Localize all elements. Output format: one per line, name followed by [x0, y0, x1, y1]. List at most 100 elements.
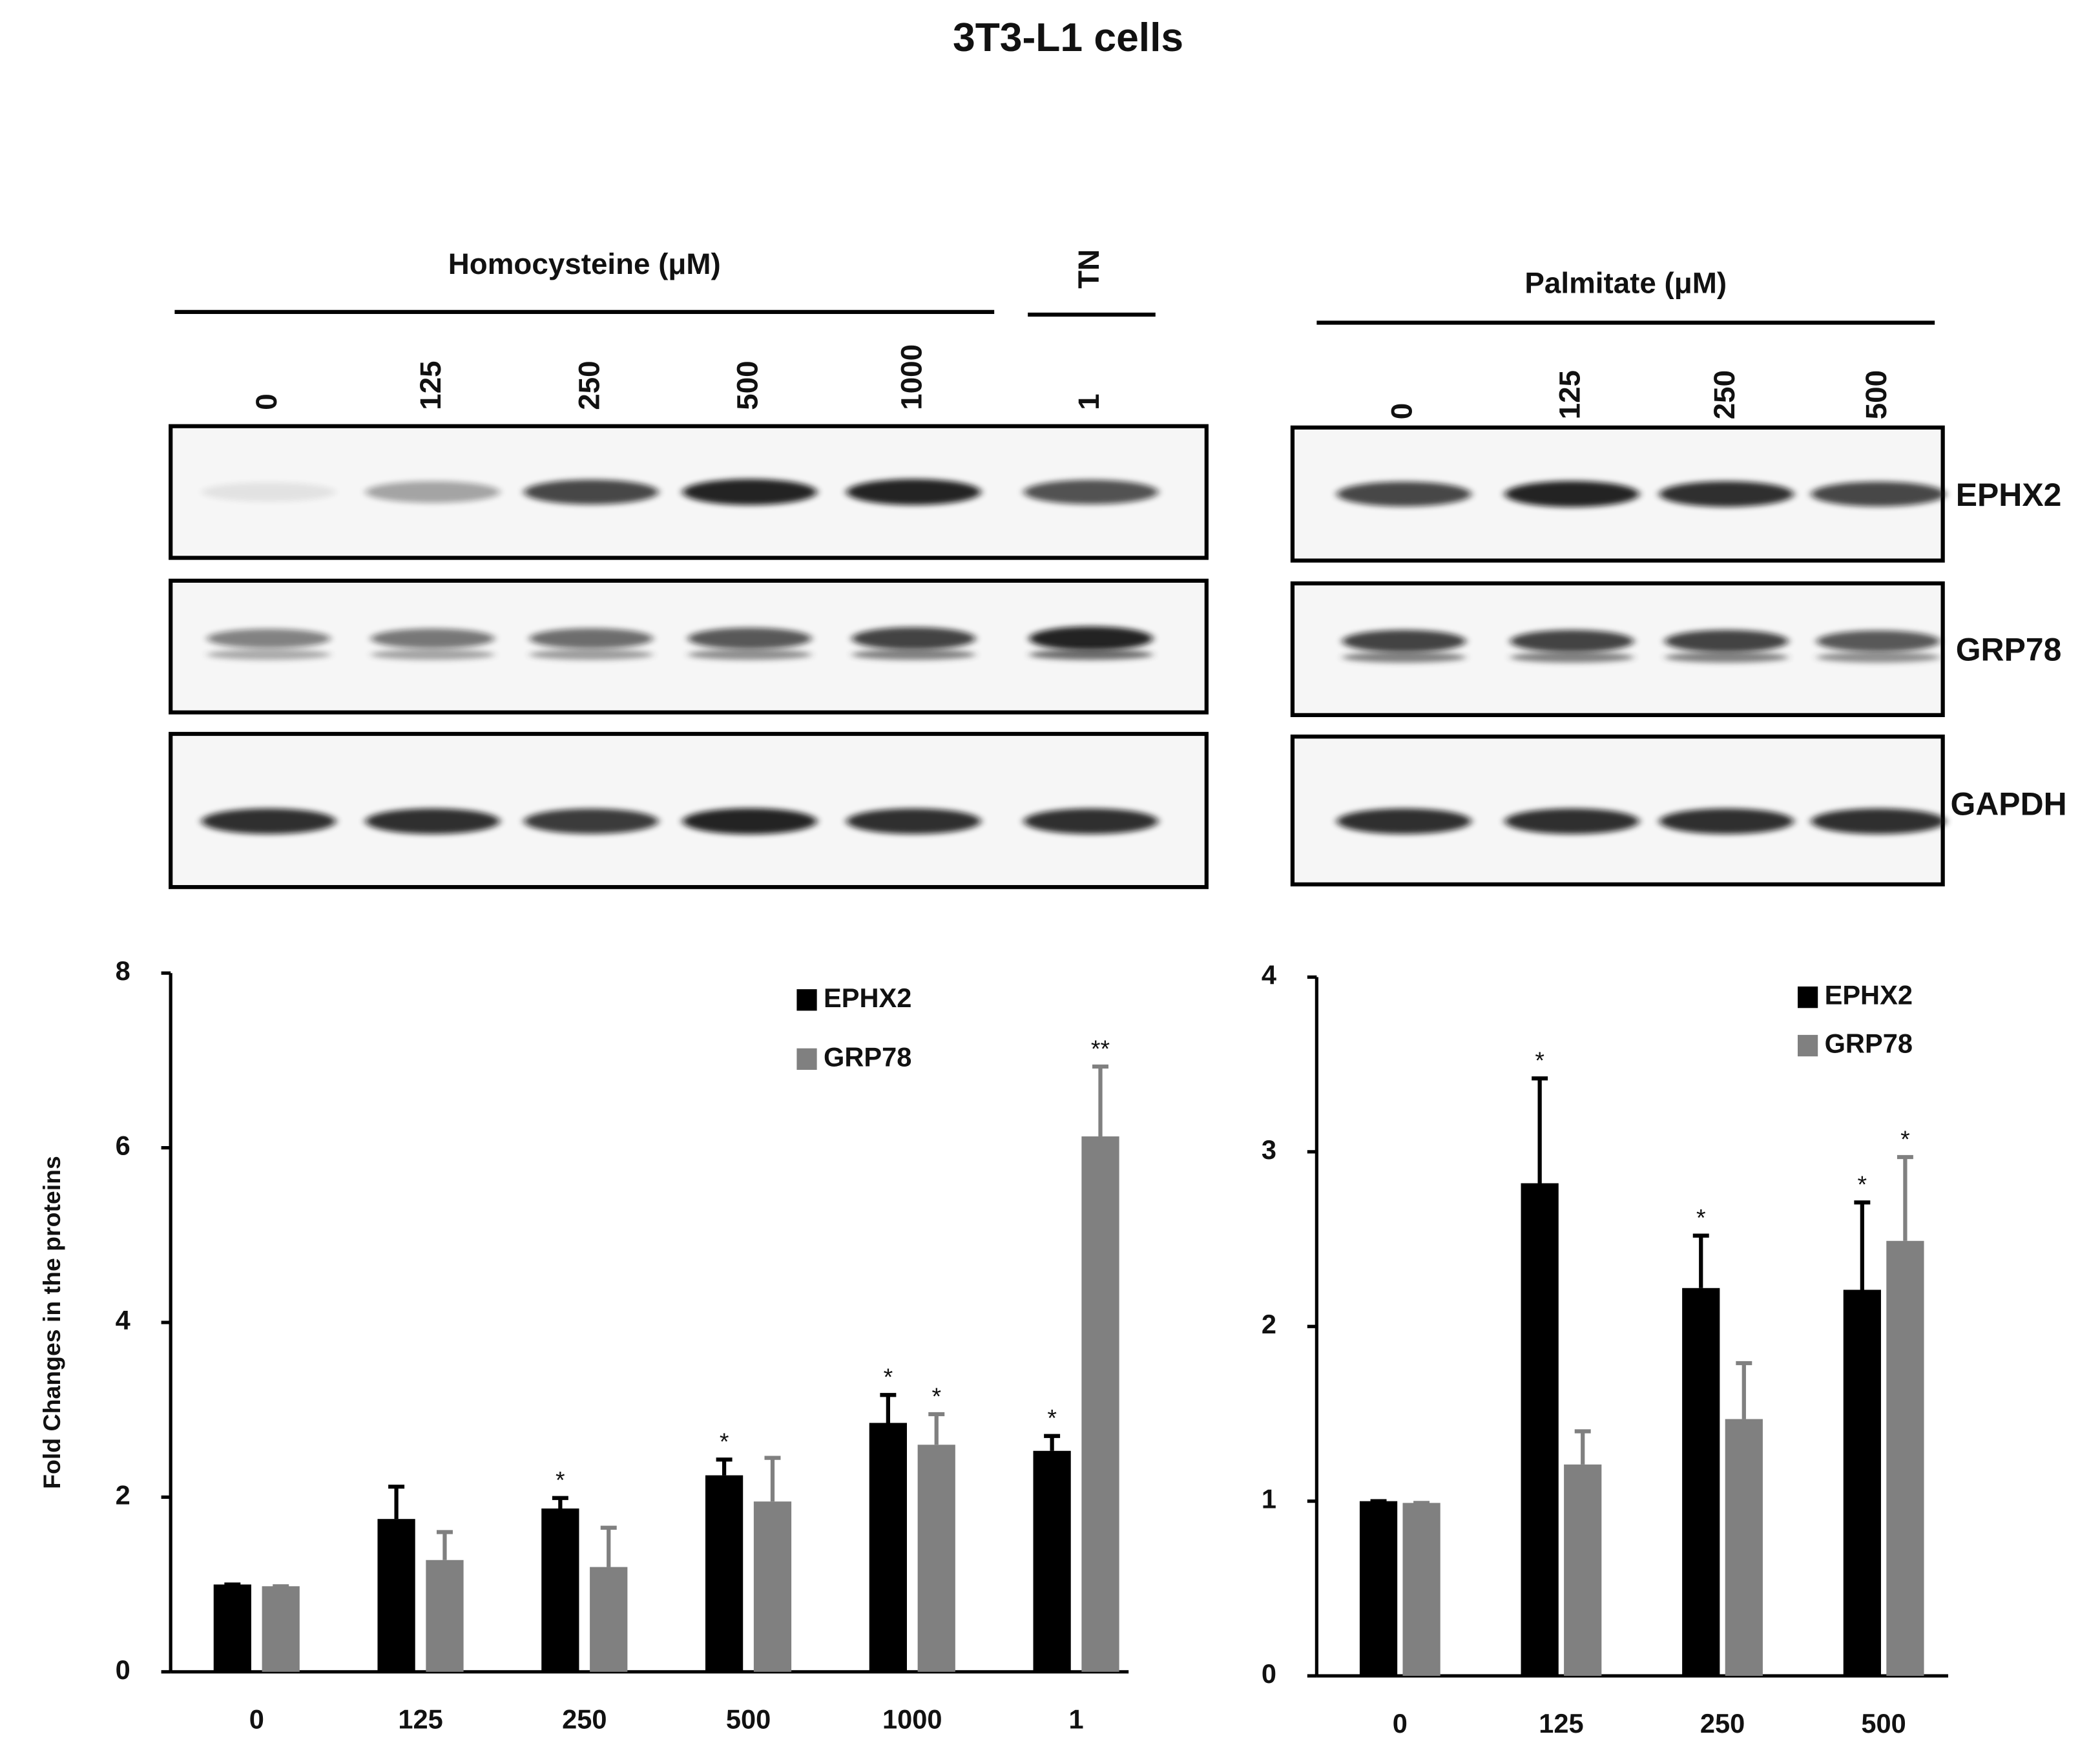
- error-bar: [1854, 1200, 1871, 1290]
- error-bar: [1897, 1154, 1913, 1241]
- blot-band: [207, 649, 331, 660]
- bar: [541, 1508, 579, 1672]
- error-bar: [1532, 1076, 1548, 1184]
- bar: [1521, 1183, 1559, 1676]
- blot-band: [1665, 629, 1789, 653]
- error-bar: [436, 1530, 453, 1560]
- legend-label: GRP78: [1825, 1028, 1913, 1059]
- error-bar: [1092, 1064, 1108, 1137]
- y-tick-label: 8: [116, 955, 130, 986]
- legend-label: GRP78: [824, 1041, 911, 1072]
- blot-treatment: Palmitate (μM): [1524, 266, 1727, 299]
- blot-control: TN: [1072, 249, 1105, 289]
- y-tick-label: 0: [116, 1655, 130, 1685]
- bar: [917, 1445, 955, 1672]
- x-tick-label: 500: [1861, 1708, 1906, 1738]
- blot-band: [207, 629, 331, 649]
- blot-band: [1342, 629, 1466, 653]
- x-tick-label: 125: [398, 1704, 442, 1735]
- significance-label: *: [884, 1363, 893, 1390]
- x-tick-label: 500: [726, 1704, 771, 1735]
- blot-treatment: Homocysteine (μM): [448, 247, 721, 280]
- bar: [426, 1560, 464, 1672]
- bar: [753, 1501, 792, 1672]
- significance-label: *: [720, 1428, 729, 1455]
- bar: [1682, 1288, 1720, 1676]
- y-tick-label: 3: [1262, 1134, 1276, 1165]
- blot-band: [682, 479, 817, 505]
- blot-band: [1659, 481, 1794, 507]
- bar: [213, 1584, 251, 1672]
- error-bar: [716, 1457, 733, 1476]
- blot-band: [524, 808, 659, 834]
- error-bar: [552, 1496, 568, 1509]
- blot-panel: [169, 731, 1209, 890]
- bar: [705, 1475, 743, 1672]
- bar: [262, 1586, 300, 1672]
- significance-label: *: [1858, 1171, 1867, 1198]
- y-tick-label: 6: [116, 1131, 130, 1161]
- protein-label: EPHX2: [1956, 477, 2062, 513]
- bar: [1359, 1501, 1398, 1676]
- error-bar: [600, 1525, 617, 1567]
- blot-band: [846, 808, 981, 835]
- blot-band: [371, 649, 495, 660]
- legend-label: EPHX2: [824, 983, 911, 1013]
- lane-label: 500: [731, 360, 764, 410]
- blot-band: [371, 628, 495, 649]
- bar: [1725, 1419, 1763, 1676]
- blot-band: [201, 808, 336, 835]
- blot-band: [851, 627, 976, 650]
- y-tick-label: 1: [1262, 1484, 1276, 1514]
- lane-label: 0: [1386, 403, 1419, 419]
- y-tick-label: 4: [1262, 959, 1276, 990]
- legend-swatch: [796, 1048, 817, 1070]
- blot-band: [1510, 629, 1634, 653]
- lane-label: 125: [414, 360, 447, 410]
- lane-label: 125: [1554, 370, 1586, 419]
- blot-band: [529, 628, 653, 649]
- x-tick-label: 1: [1068, 1704, 1083, 1735]
- blot-band: [1023, 479, 1158, 505]
- x-tick-label: 250: [562, 1704, 607, 1735]
- significance-label: *: [1047, 1404, 1057, 1432]
- bar: [1843, 1289, 1881, 1676]
- error-bar: [388, 1485, 405, 1519]
- blot-band: [687, 649, 812, 660]
- blot-band: [682, 808, 817, 835]
- legend-swatch: [1798, 1034, 1818, 1057]
- blot-band: [1504, 808, 1639, 835]
- blot-band: [1336, 481, 1471, 506]
- lane-label: 1000: [895, 344, 928, 410]
- legend-swatch: [796, 989, 817, 1011]
- protein-label: GRP78: [1956, 631, 2062, 667]
- blot-band: [524, 479, 659, 505]
- significance-label: *: [931, 1383, 941, 1410]
- x-tick-label: 125: [1539, 1708, 1583, 1738]
- significance-label: **: [1091, 1035, 1110, 1062]
- legend-swatch: [1798, 987, 1818, 1008]
- blot-band: [201, 482, 336, 502]
- bar: [1402, 1503, 1440, 1676]
- blot-band: [687, 627, 812, 649]
- legend-label: EPHX2: [1825, 980, 1913, 1010]
- error-bar: [880, 1393, 897, 1423]
- error-bar: [1044, 1434, 1061, 1451]
- blot-band: [1659, 808, 1794, 835]
- blot-band: [1811, 481, 1946, 506]
- blot-band: [1023, 808, 1158, 835]
- bar: [1886, 1240, 1924, 1676]
- blot-band: [1029, 626, 1153, 651]
- y-tick-label: 2: [116, 1479, 130, 1510]
- error-bar: [1692, 1233, 1709, 1288]
- blot-panel: [169, 578, 1209, 715]
- figure-title: 3T3-L1 cells: [953, 16, 1183, 60]
- bar: [1081, 1136, 1119, 1672]
- significance-label: *: [556, 1467, 565, 1494]
- significance-label: *: [1535, 1047, 1544, 1074]
- blot-band: [1811, 808, 1946, 835]
- blot-band: [365, 808, 500, 835]
- y-axis-label: Fold Changes in the proteins: [38, 1156, 65, 1489]
- protein-label: GAPDH: [1950, 786, 2066, 822]
